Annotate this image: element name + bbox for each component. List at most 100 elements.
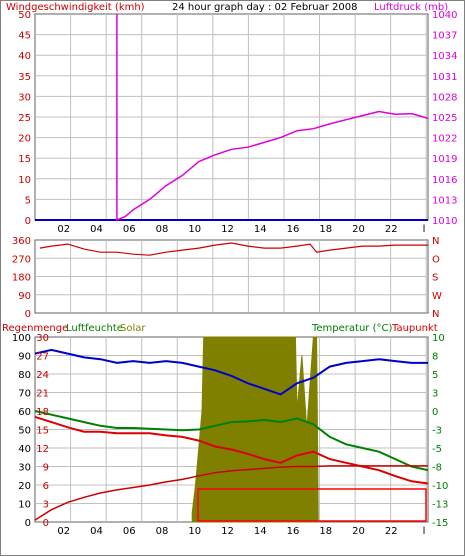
axis-tick-label: W bbox=[432, 291, 442, 302]
axis-tick-label: 27 bbox=[36, 352, 49, 363]
axis-tick-label: 21 bbox=[36, 389, 49, 400]
x-tick-label: l bbox=[423, 224, 426, 235]
x-tick-label: 02 bbox=[57, 526, 70, 537]
axis-tick-label: 1013 bbox=[432, 195, 457, 206]
axis-tick-label: 10 bbox=[18, 175, 31, 186]
axis-tick-label: 10 bbox=[432, 333, 445, 344]
axis-tick-label: 6 bbox=[43, 481, 49, 492]
header-right-label: Luftdruck (mb) bbox=[374, 2, 448, 13]
axis-tick-label: 15 bbox=[36, 426, 49, 437]
axis-tick-label: 40 bbox=[18, 444, 31, 455]
axis-tick-label: 25 bbox=[18, 113, 31, 124]
axis-tick-label: 1031 bbox=[432, 72, 457, 83]
x-tick-label: 08 bbox=[156, 224, 169, 235]
panel-multi-sensor-series bbox=[34, 336, 429, 523]
x-tick-label: 20 bbox=[352, 526, 365, 537]
x-tick-label: 16 bbox=[287, 526, 300, 537]
axis-tick-label: 15 bbox=[18, 154, 31, 165]
x-tick-label: 06 bbox=[123, 526, 136, 537]
axis-tick-label: 8 bbox=[432, 352, 438, 363]
header-center-title: 24 hour graph day : 02 Februar 2008 bbox=[172, 2, 357, 13]
series-rain bbox=[34, 465, 428, 521]
x-tick-label: 10 bbox=[188, 526, 201, 537]
x-tick-label: 12 bbox=[221, 224, 234, 235]
axis-tick-label: 70 bbox=[18, 389, 31, 400]
axis-tick-label: 50 bbox=[18, 10, 31, 21]
panel-wind-pressure-x-ticks: 02 04 06 08 10 12 14 16 18 20 22 l bbox=[57, 224, 425, 235]
axis-tick-label: 0 bbox=[432, 407, 438, 418]
x-tick-label: 08 bbox=[156, 526, 169, 537]
series-temperature bbox=[34, 410, 429, 472]
x-tick-label: 14 bbox=[254, 224, 267, 235]
panel-wind-direction-left-ticks: 0 90 180 270 360 bbox=[12, 236, 31, 320]
axis-tick-label: 24 bbox=[36, 370, 49, 381]
axis-tick-label: 100 bbox=[12, 333, 31, 344]
axis-tick-label: 1016 bbox=[432, 175, 457, 186]
axis-tick-label: 40 bbox=[18, 51, 31, 62]
axis-tick-label: 270 bbox=[12, 254, 31, 265]
x-tick-label: 14 bbox=[254, 526, 267, 537]
panel-wind-direction-grid bbox=[35, 240, 428, 313]
panel-wind-pressure-series bbox=[35, 14, 429, 222]
axis-tick-label: 1028 bbox=[432, 92, 457, 103]
axis-tick-label: O bbox=[432, 254, 440, 265]
axis-tick-label: 80 bbox=[18, 370, 31, 381]
axis-tick-label: N bbox=[432, 309, 439, 320]
axis-tick-label: 1037 bbox=[432, 31, 457, 42]
x-tick-label: 04 bbox=[90, 224, 103, 235]
axis-tick-label: 90 bbox=[18, 352, 31, 363]
panel-multi-sensor-right-ticks: -15 -13 -10 -8 -5 -3 0 3 5 8 10 bbox=[432, 333, 448, 529]
series-solar bbox=[191, 336, 319, 523]
x-tick-label: 16 bbox=[287, 224, 300, 235]
axis-tick-label: 30 bbox=[18, 463, 31, 474]
x-tick-label: l bbox=[423, 526, 426, 537]
axis-tick-label: 1019 bbox=[432, 154, 457, 165]
panel-wind-pressure-grid bbox=[35, 14, 428, 220]
panel-multi-sensor-x-ticks: 02 04 06 08 10 12 14 16 18 20 22 l bbox=[57, 526, 425, 537]
axis-tick-label: 20 bbox=[18, 134, 31, 145]
axis-tick-label: 90 bbox=[18, 291, 31, 302]
axis-tick-label: 0 bbox=[25, 518, 31, 529]
label-luftfeuchte: Luftfeuchte bbox=[66, 323, 123, 334]
axis-tick-label: 1010 bbox=[432, 216, 457, 227]
series-wind-direction bbox=[39, 242, 428, 256]
axis-tick-label: 0 bbox=[43, 518, 49, 529]
axis-tick-label: 5 bbox=[25, 195, 31, 206]
highlight-box bbox=[197, 488, 427, 522]
axis-tick-label: 12 bbox=[36, 444, 49, 455]
axis-tick-label: -8 bbox=[432, 463, 442, 474]
panel-multi-sensor-left2-ticks: 0 3 6 9 12 15 18 21 24 27 30 bbox=[36, 333, 49, 529]
axis-tick-label: 3 bbox=[43, 500, 49, 511]
axis-tick-label: 50 bbox=[18, 426, 31, 437]
axis-tick-label: 9 bbox=[43, 463, 49, 474]
axis-tick-label: 1025 bbox=[432, 113, 457, 124]
axis-tick-label: 0 bbox=[25, 309, 31, 320]
axis-tick-label: 5 bbox=[432, 370, 438, 381]
axis-tick-label: 1022 bbox=[432, 134, 457, 145]
axis-tick-label: -13 bbox=[432, 500, 448, 511]
panel-wind-direction-series bbox=[39, 242, 428, 256]
axis-tick-label: 0 bbox=[25, 216, 31, 227]
label-temperatur: Temperatur (°C) bbox=[311, 323, 392, 334]
label-solar: Solar bbox=[120, 323, 146, 334]
axis-tick-label: -5 bbox=[432, 444, 442, 455]
axis-tick-label: 3 bbox=[432, 389, 438, 400]
panel-wind-pressure-right-ticks: 1010 1013 1016 1019 1022 1025 1028 1031 1034 1037… bbox=[432, 10, 457, 227]
x-tick-label: 04 bbox=[90, 526, 103, 537]
label-taupunkt: Taupunkt bbox=[391, 323, 438, 334]
axis-tick-label: 60 bbox=[18, 407, 31, 418]
x-tick-label: 20 bbox=[352, 224, 365, 235]
series-humidity bbox=[34, 348, 428, 396]
header-left-label: Windgeschwindigkeit (kmh) bbox=[6, 2, 145, 13]
axis-tick-label: 360 bbox=[12, 236, 31, 247]
x-tick-label: 22 bbox=[385, 526, 398, 537]
axis-tick-label: 30 bbox=[36, 333, 49, 344]
panel-wind-pressure-left-ticks: 0 5 10 15 20 25 30 35 40 45 50 bbox=[18, 10, 31, 227]
axis-tick-label: S bbox=[432, 273, 438, 284]
